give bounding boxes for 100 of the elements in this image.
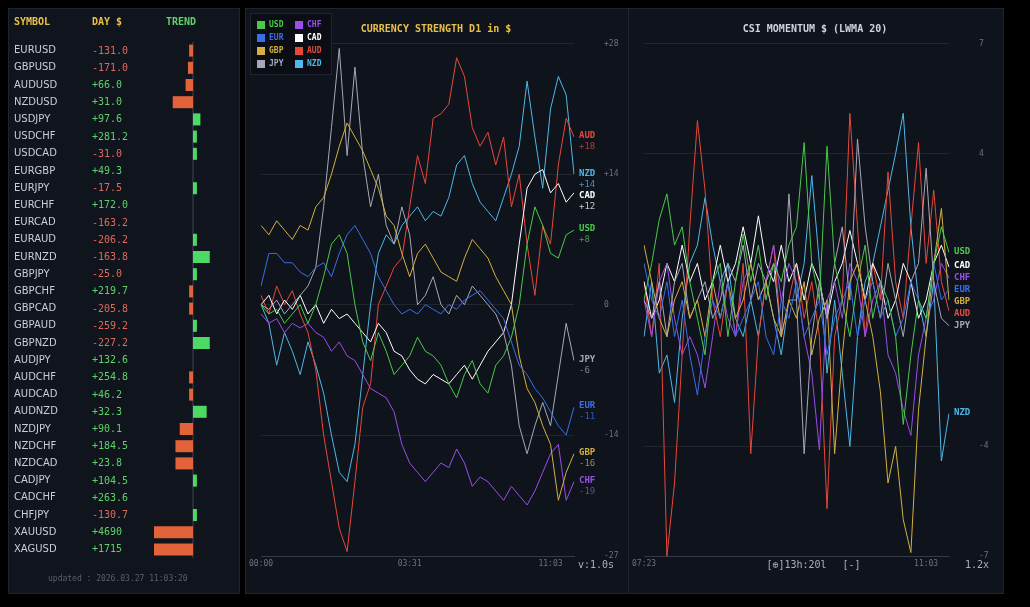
data-label: -163.2 <box>92 216 129 229</box>
y-tick-label: EURGBP <box>14 164 56 176</box>
y-tick-label: XAUUSD <box>14 525 57 537</box>
data-label: -205.8 <box>92 302 129 315</box>
text: DAY $ <box>92 16 123 27</box>
data-label: +66.0 <box>92 79 123 91</box>
series-label: EUR <box>954 284 971 295</box>
bar <box>179 422 193 436</box>
x-tick-label: 11:03 <box>914 559 939 569</box>
data-label: +1715 <box>92 543 123 556</box>
y-tick-label: EURAUD <box>14 233 57 245</box>
y-tick-label: -4 <box>979 441 989 451</box>
x-tick-label: 07:23 <box>631 559 657 569</box>
bar <box>193 250 210 264</box>
series-label: JPY <box>954 320 971 331</box>
legend-label: CHF <box>307 20 322 29</box>
data-label: +219.7 <box>92 285 129 298</box>
series-label: NZD <box>954 406 971 417</box>
y-tick-label: AUDNZD <box>14 405 59 417</box>
data-label: +254.8 <box>92 371 129 384</box>
y-tick-label: USDCHF <box>14 130 56 142</box>
y-tick-label: USDCAD <box>14 147 58 159</box>
text: +8 <box>579 234 590 245</box>
text: +18 <box>579 141 596 152</box>
data-label: -31.0 <box>92 147 123 160</box>
data-label: +97.6 <box>92 113 123 126</box>
data-label: -131.0 <box>92 44 129 57</box>
bar <box>189 371 193 384</box>
bar <box>193 268 197 281</box>
y-tick-label: GBPCAD <box>14 302 57 314</box>
legend-label: USD <box>269 20 284 29</box>
bar <box>193 319 197 332</box>
x-tick-label: 03:31 <box>397 559 422 569</box>
text: 1.2x <box>964 558 989 570</box>
data-label: -206.2 <box>92 233 129 246</box>
legend-label: AUD <box>307 46 322 55</box>
y-tick-label: CADCHF <box>14 491 57 503</box>
data-label: -17.5 <box>92 182 123 195</box>
data-label: +31.0 <box>92 96 123 109</box>
y-tick-label: GBPCHF <box>14 284 56 296</box>
y-tick-label: USDJPY <box>14 112 52 124</box>
y-tick-label: 4 <box>979 148 984 158</box>
data-label: +23.8 <box>92 457 123 470</box>
data-label: +281.2 <box>92 130 129 143</box>
data-label: +104.5 <box>92 474 129 487</box>
y-tick-label: NZDCAD <box>14 456 58 468</box>
bar <box>193 336 210 350</box>
y-tick-label: EURJPY <box>14 181 51 193</box>
data-label: -130.7 <box>92 509 129 521</box>
bar <box>193 130 197 143</box>
text: -19 <box>579 486 596 497</box>
text: -16 <box>579 458 596 469</box>
text: [⊕]13h:20l <box>766 558 827 570</box>
bar <box>189 302 193 315</box>
bar <box>154 526 193 539</box>
data-label: -259.2 <box>92 319 129 332</box>
y-tick-label: -7 <box>979 551 989 561</box>
bar <box>154 543 193 556</box>
bar <box>175 440 193 453</box>
data-label: -171.0 <box>92 61 129 74</box>
chart-title: CSI MOMENTUM $ (LWMA 20) <box>742 23 888 35</box>
text: CAD <box>579 189 596 200</box>
y-tick-label: AUDJPY <box>14 353 52 365</box>
text: CHF <box>579 475 596 486</box>
bar <box>175 457 193 470</box>
data-label: +49.3 <box>92 165 123 177</box>
y-tick-label: GBPNZD <box>14 336 57 348</box>
y-tick-label: 7 <box>979 38 984 48</box>
y-tick-label: AUDUSD <box>14 78 58 90</box>
text: AUD <box>579 130 596 141</box>
bar <box>185 78 193 92</box>
y-tick-label: -14 <box>604 430 619 440</box>
data-label: -163.8 <box>92 251 129 263</box>
legend-label: CAD <box>307 33 322 42</box>
series-label: CHF <box>954 272 971 283</box>
data-label: +184.5 <box>92 440 129 453</box>
text: +14 <box>579 178 596 189</box>
bar <box>187 61 193 74</box>
text: USD <box>579 223 596 234</box>
data-label: +90.1 <box>92 423 123 435</box>
y-tick-label: CADJPY <box>14 474 52 486</box>
y-tick-label: NZDJPY <box>14 422 52 434</box>
text: NZD <box>579 167 596 178</box>
y-tick-label: EURUSD <box>14 44 57 56</box>
series-label: CAD <box>954 260 971 271</box>
bar <box>172 96 193 109</box>
text: -11 <box>579 411 596 422</box>
text: updated : 2026.03.27 11:03:20 <box>48 574 188 583</box>
y-tick-label: +14 <box>604 169 619 179</box>
legend-label: EUR <box>269 33 284 42</box>
y-tick-label: EURCAD <box>14 216 56 228</box>
y-tick-label: CHFJPY <box>14 508 51 520</box>
bar <box>193 113 201 126</box>
y-tick-label: +28 <box>604 38 619 48</box>
legend-label: JPY <box>269 59 284 68</box>
x-tick-label: 11:03 <box>538 559 563 569</box>
bar <box>193 182 197 195</box>
y-tick-label: 0 <box>604 299 609 309</box>
bar <box>193 147 197 160</box>
bar <box>189 285 193 298</box>
